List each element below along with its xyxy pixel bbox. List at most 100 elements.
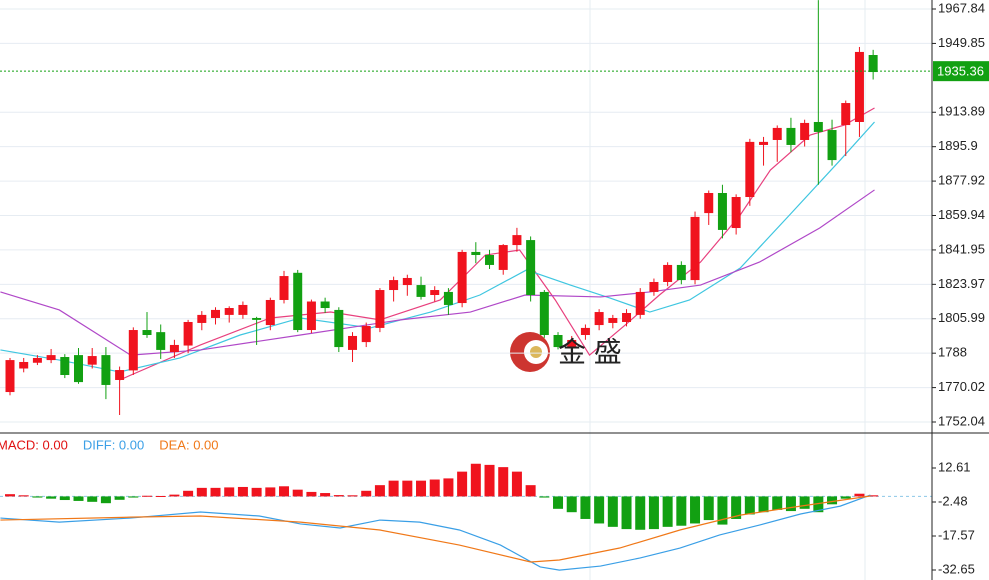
candle-body	[827, 130, 837, 161]
macd-bar	[251, 487, 262, 497]
macd-bar	[580, 496, 591, 519]
last-price-label: 1935.36	[937, 64, 984, 79]
candle-body	[868, 55, 878, 73]
macd-bar	[5, 494, 16, 497]
macd-bar	[374, 485, 385, 497]
macd-bar	[402, 480, 413, 497]
candle-body	[498, 245, 508, 270]
candle-body	[580, 327, 590, 336]
candle-body	[389, 280, 399, 291]
macd-bar	[429, 479, 440, 497]
candle-body	[471, 251, 481, 256]
y-tick-label: 1913.89	[938, 104, 985, 119]
candle-body	[361, 326, 371, 343]
macd-bar	[279, 486, 290, 497]
watermark-logo	[510, 332, 550, 372]
candle-body	[526, 240, 536, 296]
candle-body	[676, 264, 686, 281]
macd-bar	[690, 496, 701, 524]
candle-body	[635, 291, 645, 315]
candle-body	[183, 321, 193, 346]
last-price-box	[933, 61, 989, 82]
macd-bar	[361, 490, 372, 497]
candle-body	[772, 127, 782, 140]
y-tick-label: 12.61	[938, 459, 971, 474]
candle-body	[348, 335, 358, 350]
candle-body	[87, 356, 97, 365]
macd-bar	[46, 496, 57, 499]
candle-body	[704, 192, 714, 214]
ma-line	[0, 189, 875, 356]
macd-bar	[416, 480, 427, 497]
macd-bar	[594, 496, 605, 524]
macd-pane: 12.61 -2.48 -17.57 -32.65 MACD: 0.00 DIFF: 0.…	[0, 437, 975, 576]
candle-body	[457, 251, 467, 304]
macd-bar	[484, 464, 495, 497]
legend-entry: DIFF: 0.00	[83, 437, 144, 452]
macd-bar	[785, 496, 796, 512]
macd-bar	[813, 496, 824, 513]
candle-body	[142, 330, 152, 336]
candle-body	[690, 216, 700, 281]
candle-body	[60, 357, 70, 376]
macd-bar	[333, 495, 344, 497]
macd-bar	[772, 496, 783, 510]
candle-body	[553, 335, 563, 348]
macd-bar	[539, 496, 550, 498]
y-tick-label: 1895.9	[938, 138, 978, 153]
macd-bar	[237, 486, 248, 497]
macd-line	[0, 495, 871, 563]
candle-body	[46, 355, 56, 361]
candle-body	[32, 357, 42, 363]
macd-bar	[827, 496, 838, 505]
macd-bar	[169, 494, 180, 497]
candle-body	[211, 309, 221, 318]
macd-bar	[292, 489, 303, 497]
candle-body	[19, 361, 29, 369]
ma-line	[0, 121, 875, 373]
macd-bar	[731, 496, 742, 519]
y-tick-label: 1949.85	[938, 35, 985, 50]
macd-bar	[648, 496, 659, 530]
candle-body	[265, 299, 275, 326]
candle-body	[567, 339, 577, 349]
candle-body	[115, 370, 125, 380]
macd-bar	[676, 496, 687, 526]
macd-bar	[265, 487, 276, 497]
macd-bar	[744, 496, 755, 515]
macd-bar	[32, 496, 43, 498]
y-tick-label: 1841.95	[938, 241, 985, 256]
legend-entry: DEA: 0.00	[159, 437, 218, 452]
macd-bar	[703, 496, 714, 521]
y-tick-label: 1770.02	[938, 379, 985, 394]
macd-bar	[155, 495, 166, 497]
macd-bar	[566, 496, 577, 513]
macd-bar	[73, 496, 84, 501]
candle-body	[649, 281, 659, 292]
candle-body	[306, 301, 316, 331]
macd-bar	[142, 495, 153, 497]
price-pane: 1967.84 1949.85 1913.89 1895.9 1877.92 1859.9…	[0, 0, 989, 428]
macd-bar	[662, 496, 673, 527]
macd-bar	[347, 495, 358, 497]
macd-bar	[18, 495, 29, 497]
macd-bar	[210, 487, 221, 497]
y-tick-label: 1788	[938, 345, 967, 360]
macd-bar	[470, 463, 481, 497]
macd-bar	[443, 478, 454, 497]
candle-body	[622, 312, 632, 322]
candle-body	[169, 344, 179, 353]
candle-body	[416, 285, 426, 297]
macd-bar	[306, 491, 317, 497]
macd-bar	[224, 487, 235, 497]
macd-bar	[114, 496, 125, 500]
candle-body	[279, 276, 289, 300]
macd-bar	[607, 496, 618, 527]
macd-bar	[868, 495, 879, 497]
candle-body	[854, 51, 864, 122]
macd-bar	[320, 493, 331, 497]
macd-bar	[59, 496, 70, 501]
candle-body	[156, 332, 166, 350]
macd-bar	[498, 467, 509, 497]
